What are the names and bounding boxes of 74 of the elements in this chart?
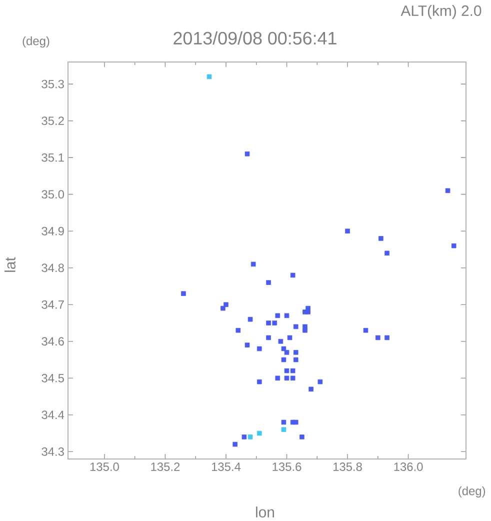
point	[232, 442, 238, 447]
point	[266, 280, 271, 285]
point	[242, 434, 247, 440]
point	[308, 386, 314, 392]
chart-subtitle: ALT(km) 2.0	[400, 5, 482, 19]
point	[293, 357, 298, 362]
point	[284, 350, 290, 355]
point	[244, 152, 250, 156]
point	[181, 291, 186, 296]
y-tick-label: 34.5	[42, 374, 64, 382]
point	[384, 250, 390, 256]
point	[293, 420, 298, 425]
point	[266, 320, 271, 326]
point	[272, 320, 277, 326]
point	[293, 324, 298, 330]
point	[318, 379, 323, 384]
text: (deg)	[458, 486, 486, 498]
y-tick-label: 35.2	[42, 116, 64, 126]
point	[275, 376, 280, 381]
point	[384, 335, 390, 340]
point	[220, 306, 226, 311]
x-tick-label: 135.4	[212, 462, 241, 471]
point	[266, 335, 271, 340]
x-tick-label: 135.6	[272, 462, 302, 471]
point	[287, 335, 292, 340]
y-tick-label: 34.3	[42, 447, 64, 456]
y-axis-title: lat	[4, 257, 16, 272]
point	[290, 376, 296, 381]
point	[363, 328, 368, 333]
point	[278, 338, 284, 344]
point	[284, 376, 290, 381]
x-tick-label: 136.0	[394, 462, 423, 471]
point	[250, 262, 256, 267]
point	[257, 430, 262, 436]
x-axis-title: lon	[256, 506, 274, 518]
point	[281, 357, 286, 362]
y-tick-label: 34.8	[42, 264, 64, 272]
point	[281, 427, 286, 432]
x-tick-label: 135.8	[333, 462, 362, 471]
point	[275, 313, 280, 318]
point	[293, 350, 298, 355]
x-tick-label: 135.2	[151, 462, 180, 471]
y-tick-label: 35.0	[42, 190, 64, 199]
point	[244, 342, 250, 348]
point	[248, 434, 253, 440]
point	[290, 272, 296, 278]
point	[376, 335, 380, 340]
point	[281, 346, 286, 352]
point	[257, 379, 262, 384]
point	[290, 368, 296, 374]
y-tick-label: 35.1	[42, 153, 64, 162]
point	[284, 313, 290, 318]
y-tick-label: 34.9	[42, 226, 64, 236]
y-tick-label: 34.7	[42, 300, 64, 309]
x-tick-label: 135.0	[90, 462, 119, 471]
point	[451, 243, 456, 248]
point	[257, 346, 262, 352]
point	[224, 302, 228, 307]
y-tick-label: 34.4	[42, 410, 64, 420]
point	[248, 316, 253, 322]
y-tick-label: 34.6	[42, 337, 64, 346]
point	[306, 310, 310, 314]
y-tick-label: 35.3	[42, 80, 64, 88]
point	[284, 368, 290, 374]
point	[302, 328, 308, 333]
point	[445, 188, 450, 194]
point	[345, 228, 350, 234]
chart-title: 2013/09/08 00:56:41	[174, 31, 336, 45]
point	[206, 74, 212, 80]
point	[281, 420, 286, 425]
point	[236, 328, 241, 333]
text: (deg)	[22, 36, 50, 48]
point	[378, 236, 384, 241]
point	[300, 434, 304, 440]
